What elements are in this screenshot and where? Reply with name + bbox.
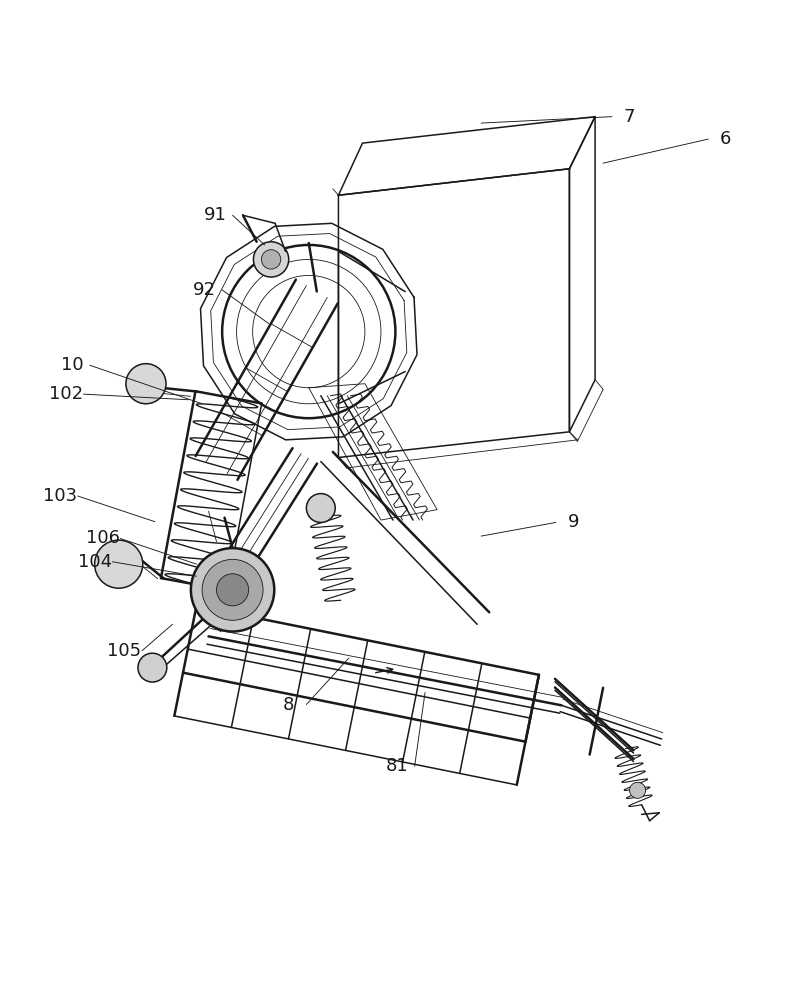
Text: 102: 102 <box>49 385 83 403</box>
Circle shape <box>306 494 335 522</box>
Circle shape <box>202 559 263 620</box>
Circle shape <box>191 548 274 632</box>
Circle shape <box>630 782 646 798</box>
Circle shape <box>211 598 235 622</box>
Text: 105: 105 <box>107 642 141 660</box>
Text: 10: 10 <box>61 356 83 374</box>
Text: 6: 6 <box>720 130 731 148</box>
Circle shape <box>95 540 143 588</box>
Text: 7: 7 <box>624 108 635 126</box>
Circle shape <box>217 574 249 606</box>
Text: 9: 9 <box>568 513 579 531</box>
Text: 81: 81 <box>386 757 408 775</box>
Circle shape <box>138 653 167 682</box>
Circle shape <box>126 364 166 404</box>
Text: 104: 104 <box>78 553 111 571</box>
Text: 92: 92 <box>193 281 216 299</box>
Text: 106: 106 <box>86 529 119 547</box>
Circle shape <box>253 242 289 277</box>
Text: 8: 8 <box>283 696 294 714</box>
Text: 91: 91 <box>204 206 226 224</box>
Text: 103: 103 <box>43 487 77 505</box>
Circle shape <box>261 250 281 269</box>
